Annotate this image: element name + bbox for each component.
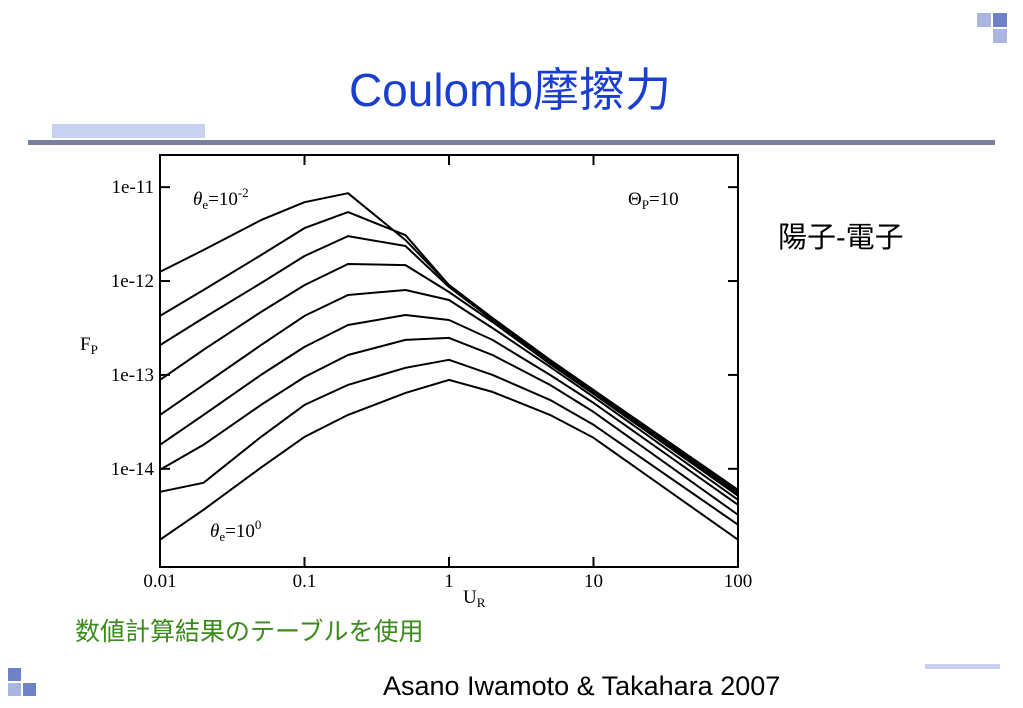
y-axis-label-text: F <box>80 334 91 355</box>
annotation-text: =10 <box>225 521 255 542</box>
slide-title: Coulomb摩擦力 <box>349 64 671 116</box>
decor-rule <box>925 664 1000 669</box>
annotation-symbol: θ <box>193 189 202 210</box>
y-axis-label: FP <box>80 334 98 357</box>
annotation-symbol: Θ <box>628 189 642 210</box>
decor-square <box>8 668 21 681</box>
y-tick-label: 1e-13 <box>111 365 154 386</box>
data-line <box>159 314 739 506</box>
x-tick-label: 100 <box>724 571 753 592</box>
annotation: ΘP=10 <box>628 189 679 212</box>
data-line <box>159 358 739 526</box>
x-tick-label: 10 <box>584 571 603 592</box>
x-axis-label-text: U <box>463 587 477 608</box>
annotation-sub: P <box>642 197 649 212</box>
x-tick-label: 0.1 <box>293 571 317 592</box>
y-axis-label-sub: P <box>91 342 98 357</box>
annotation-sup: -2 <box>238 185 249 200</box>
annotation-text: =10 <box>649 189 679 210</box>
y-tick-label: 1e-14 <box>111 459 155 480</box>
chart-frame <box>159 154 739 568</box>
decor-bar <box>52 124 205 138</box>
decor-square <box>993 13 1007 27</box>
data-line <box>159 235 739 495</box>
x-axis-label: UR <box>463 587 486 610</box>
x-axis-label-sub: R <box>477 595 486 610</box>
decor-square <box>993 29 1007 43</box>
annotation-symbol: θ <box>210 521 219 542</box>
decor-rule <box>28 140 995 145</box>
decor-square <box>8 683 21 696</box>
decor-square <box>977 13 991 27</box>
x-tick-label: 1 <box>444 571 454 592</box>
y-tick-label: 1e-12 <box>111 271 154 292</box>
data-line <box>159 263 739 497</box>
annotation-sub: e <box>219 529 225 544</box>
side-label: 陽子-電子 <box>778 222 904 254</box>
data-line <box>159 289 739 501</box>
data-line <box>159 211 739 493</box>
y-tick-label: 1e-11 <box>111 177 154 198</box>
annotation: θe=10-2 <box>193 185 249 212</box>
annotation-sub: e <box>202 197 208 212</box>
annotation: θe=100 <box>210 517 261 544</box>
annotation-sup: 0 <box>255 517 262 532</box>
data-line <box>159 378 739 541</box>
decor-square <box>23 683 36 696</box>
chart: FP UR θe=10-2 ΘP=10 θe=100 1e-111e-121e-… <box>80 154 753 610</box>
annotation-text: =10 <box>208 189 238 210</box>
citation: Asano Iwamoto & Takahara 2007 <box>383 671 780 701</box>
note: 数値計算結果のテーブルを使用 <box>75 618 424 646</box>
data-line <box>159 336 739 516</box>
data-line <box>159 192 739 491</box>
x-tick-label: 0.01 <box>143 571 176 592</box>
